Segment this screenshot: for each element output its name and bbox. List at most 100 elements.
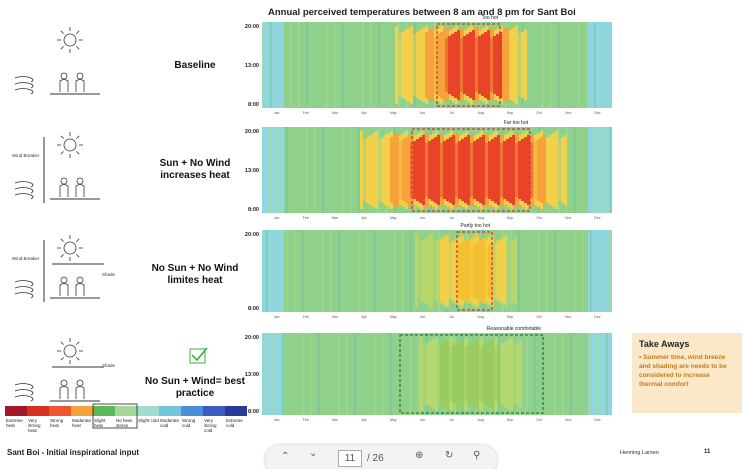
month-label: Apr bbox=[361, 111, 367, 115]
heat-block bbox=[455, 143, 458, 197]
month-label: Jul bbox=[449, 111, 454, 115]
heat-block bbox=[524, 137, 527, 203]
sun-ray bbox=[60, 46, 64, 50]
heat-block bbox=[515, 143, 518, 197]
month-label: Nov bbox=[565, 315, 571, 319]
wind-line bbox=[14, 389, 34, 396]
heat-block bbox=[508, 242, 511, 300]
heatmap-texture bbox=[322, 230, 324, 312]
heat-block bbox=[485, 343, 488, 405]
heat-block bbox=[472, 30, 475, 100]
heatmap-texture bbox=[310, 333, 312, 415]
scenario-label: Sun + No Wind increases heat bbox=[159, 158, 231, 181]
heatmap-texture bbox=[370, 22, 372, 108]
heat-block bbox=[479, 137, 482, 203]
person-body bbox=[59, 283, 69, 296]
heat-block bbox=[428, 141, 431, 199]
heat-block bbox=[458, 341, 461, 407]
panel-note: Far too hot bbox=[504, 120, 529, 126]
check-mark bbox=[191, 347, 208, 362]
rotate-button[interactable]: ↻ bbox=[445, 450, 454, 461]
heat-block bbox=[503, 30, 506, 100]
month-label: Oct bbox=[536, 216, 541, 220]
icon-label: Wind Breaker bbox=[12, 153, 40, 158]
heatmap-texture bbox=[602, 127, 604, 213]
heat-block bbox=[437, 135, 440, 205]
heat-block bbox=[503, 141, 506, 199]
heat-block bbox=[491, 339, 494, 409]
month-label: Jun bbox=[420, 216, 426, 220]
heat-block bbox=[445, 38, 448, 92]
heatmap-texture bbox=[594, 22, 596, 108]
month-label: Sep bbox=[507, 418, 513, 422]
heatmap-texture bbox=[402, 230, 404, 312]
person-head bbox=[60, 177, 68, 185]
heatmap-texture bbox=[270, 127, 272, 213]
legend-label: Moderate cold bbox=[160, 418, 180, 428]
month-label: Aug bbox=[478, 418, 484, 422]
wind-line bbox=[14, 187, 34, 194]
footer-caption: Sant Boi - Initial inspirational input bbox=[7, 448, 139, 457]
heat-block bbox=[396, 133, 399, 207]
legend-swatch bbox=[137, 406, 159, 416]
heat-block bbox=[416, 139, 419, 201]
heatmap-texture bbox=[302, 230, 304, 312]
prev-button[interactable]: ⌃ bbox=[281, 451, 290, 462]
month-label: Mar bbox=[332, 315, 339, 319]
heatmap-texture bbox=[282, 333, 284, 415]
month-label: Sep bbox=[507, 315, 513, 319]
heat-block bbox=[402, 139, 405, 201]
heat-block bbox=[482, 238, 485, 304]
search-button[interactable]: ⚲ bbox=[473, 450, 481, 461]
heat-block bbox=[407, 28, 410, 102]
highlight-box bbox=[436, 23, 501, 107]
zoom-button[interactable]: ⊕ bbox=[415, 450, 424, 461]
heatmap-texture bbox=[546, 230, 548, 312]
heat-block bbox=[433, 242, 436, 300]
heat-block bbox=[425, 32, 428, 98]
highlight-box bbox=[456, 231, 493, 311]
heat-block bbox=[464, 347, 467, 401]
heat-block bbox=[564, 135, 567, 205]
month-label: Jan bbox=[274, 111, 280, 115]
heat-block bbox=[446, 236, 449, 306]
heat-block bbox=[452, 242, 455, 300]
heat-block bbox=[449, 244, 452, 298]
slide-title: Annual perceived temperatures between 8 … bbox=[268, 7, 576, 18]
heatmap-texture bbox=[534, 333, 536, 415]
heat-block bbox=[443, 30, 446, 100]
sun-ray bbox=[76, 135, 80, 139]
heatmap-texture bbox=[354, 333, 356, 415]
wind-line bbox=[14, 280, 34, 287]
month-label: Sep bbox=[507, 216, 513, 220]
heat-block bbox=[419, 137, 422, 203]
check-box bbox=[189, 348, 206, 364]
heat-block bbox=[363, 139, 366, 201]
month-label: Nov bbox=[565, 111, 571, 115]
page-input[interactable]: 11 bbox=[338, 450, 362, 467]
heat-block bbox=[476, 339, 479, 409]
month-label: Sep bbox=[507, 111, 513, 115]
sun-icon bbox=[63, 241, 77, 255]
y-tick-label: 8:00 bbox=[248, 409, 259, 415]
heat-block bbox=[521, 139, 524, 201]
heatmap-texture bbox=[578, 22, 580, 108]
heat-block bbox=[372, 133, 375, 207]
heat-block bbox=[431, 139, 434, 201]
heatmap-texture bbox=[358, 230, 360, 312]
person-body bbox=[75, 79, 85, 92]
heatmap-texture bbox=[290, 22, 292, 108]
heat-block bbox=[501, 343, 504, 405]
heat-block bbox=[473, 341, 476, 407]
y-tick-label: 20:00 bbox=[245, 129, 259, 135]
heat-block bbox=[404, 30, 407, 100]
cold-strip bbox=[588, 333, 612, 415]
footer-brand: Henning Larsen bbox=[620, 450, 659, 456]
heat-block bbox=[494, 137, 497, 203]
next-button[interactable]: ⌄ bbox=[309, 448, 318, 459]
heatmap-texture bbox=[394, 230, 396, 312]
month-label: Jun bbox=[420, 111, 426, 115]
heatmap-texture bbox=[270, 22, 272, 108]
heat-block bbox=[427, 236, 430, 306]
